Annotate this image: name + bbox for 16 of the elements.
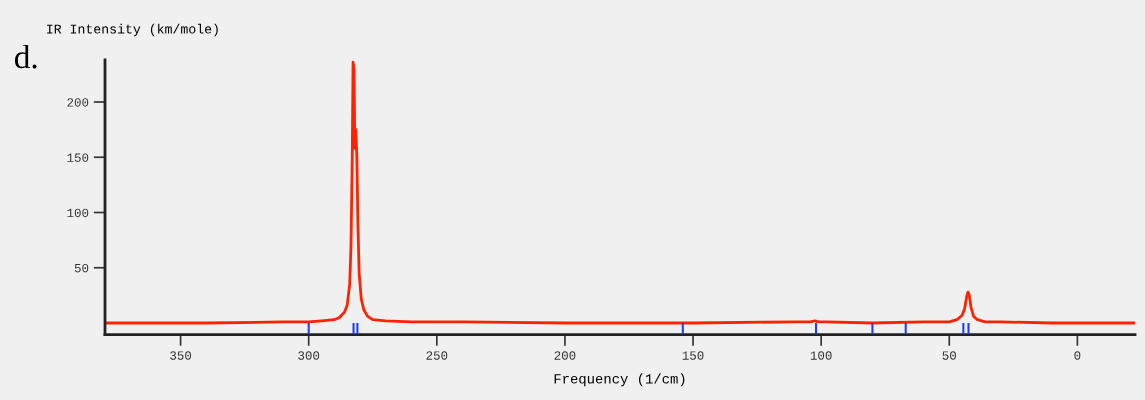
y-tick-label: 50 [74, 263, 89, 273]
x-axis-title: Frequency (1/cm) [554, 373, 685, 387]
x-tick-label: 100 [810, 351, 832, 360]
x-tick-label: 200 [554, 351, 576, 360]
y-axis-title: IR Intensity (km/mole) [47, 23, 218, 37]
x-tick-label: 150 [682, 351, 704, 360]
x-tick-label: 50 [942, 351, 956, 360]
x-tick-label: 350 [170, 351, 192, 360]
x-tick-label: 300 [298, 351, 320, 360]
line-series [105, 60, 1136, 325]
y-tick-label: 100 [67, 208, 89, 218]
x-tick-label: 0 [1074, 351, 1081, 360]
x-tick-label: 250 [426, 351, 448, 360]
y-tick-label: 200 [67, 98, 89, 107]
y-tick-label: 150 [67, 153, 89, 162]
text: d. [14, 44, 37, 69]
